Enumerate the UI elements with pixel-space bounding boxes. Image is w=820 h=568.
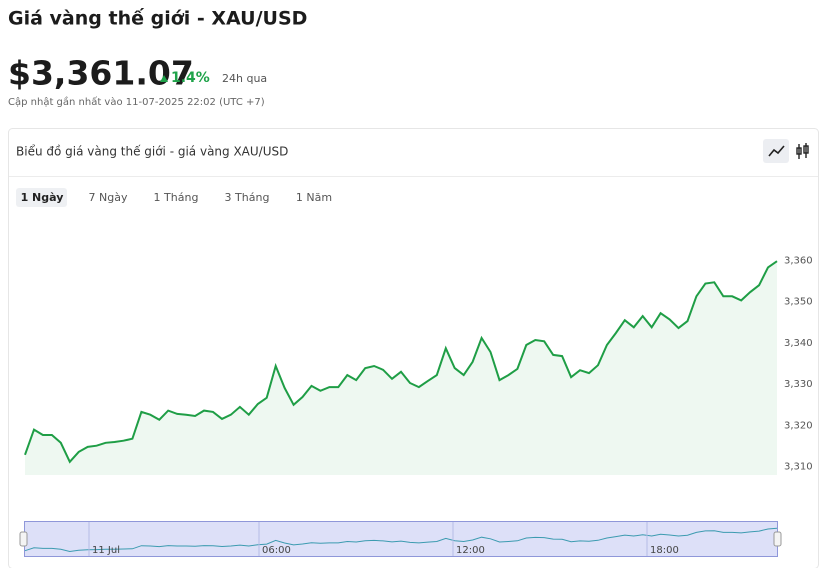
card-title: Biểu đồ giá vàng thế giới - giá vàng XAU… — [16, 145, 288, 159]
period-tab[interactable]: 7 Ngày — [89, 191, 128, 204]
period-tab[interactable]: 1 Tháng — [154, 191, 199, 204]
candle-icon[interactable] — [796, 143, 809, 159]
y-tick-label: 3,310 — [784, 462, 813, 473]
up-arrow — [160, 75, 168, 82]
period-tab[interactable]: 1 Ngày — [21, 191, 64, 204]
price-line — [24, 260, 778, 464]
y-tick-label: 3,320 — [784, 420, 813, 431]
navigator-label: 12:00 — [456, 545, 485, 556]
price: $3,361.07 — [8, 54, 194, 93]
y-tick-label: 3,330 — [784, 379, 813, 390]
y-tick-label: 3,350 — [784, 297, 813, 308]
change-period: 24h qua — [222, 72, 267, 85]
active-tab-bg — [16, 188, 67, 207]
navigator-line — [24, 527, 778, 553]
navigator-label: 06:00 — [262, 545, 291, 556]
page-title: Giá vàng thế giới - XAU/USD — [8, 7, 307, 30]
period-tab[interactable]: 1 Năm — [296, 191, 332, 204]
price-change: 1.4% — [171, 70, 210, 86]
navigator-label: 11 Jul — [92, 545, 120, 556]
y-tick-label: 3,340 — [784, 338, 813, 349]
period-tab[interactable]: 3 Tháng — [225, 191, 270, 204]
navigator[interactable] — [24, 521, 778, 557]
navigator-handle-right[interactable] — [773, 531, 782, 547]
line-icon — [768, 145, 785, 157]
navigator-label: 18:00 — [650, 545, 679, 556]
navigator-handle-left[interactable] — [19, 531, 28, 547]
y-tick-label: 3,360 — [784, 255, 813, 266]
area — [25, 261, 777, 475]
updated-time: Cập nhật gần nhất vào 11-07-2025 22:02 (… — [8, 96, 265, 108]
